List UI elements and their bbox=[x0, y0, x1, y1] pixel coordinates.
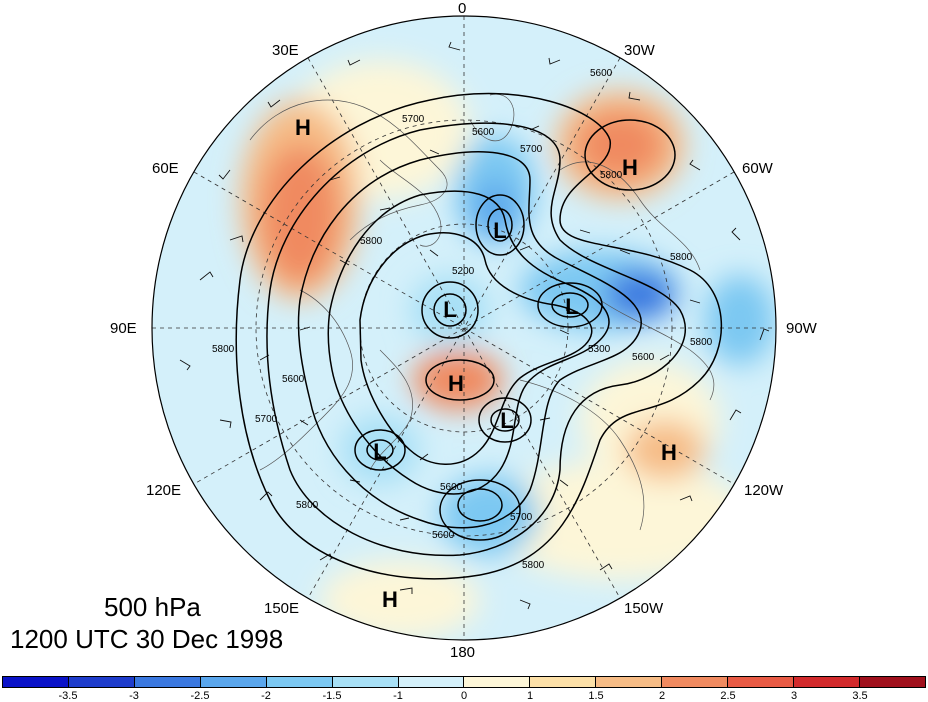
lon-label-180: 180 bbox=[450, 644, 476, 661]
map-boundary bbox=[151, 15, 777, 641]
colorbar-tick-label: 1 bbox=[526, 690, 534, 702]
low-center: L bbox=[493, 218, 507, 243]
high-center: H bbox=[382, 587, 398, 612]
low-center: L bbox=[373, 439, 387, 464]
colorbar-swatch bbox=[3, 677, 69, 687]
colorbar-swatch bbox=[859, 677, 925, 687]
colorbar-swatch bbox=[398, 677, 465, 687]
svg-text:5800: 5800 bbox=[296, 500, 319, 511]
lon-label-120w: 120W bbox=[744, 482, 784, 499]
lon-label-30e: 30E bbox=[272, 42, 299, 59]
lon-label-30w: 30W bbox=[624, 42, 655, 59]
high-center: H bbox=[448, 371, 464, 396]
colorbar-swatch bbox=[794, 677, 860, 687]
lon-label-150w: 150W bbox=[624, 600, 664, 617]
colorbar-swatch bbox=[200, 677, 267, 687]
time-title: 1200 UTC 30 Dec 1998 bbox=[10, 624, 284, 654]
colorbar-swatch bbox=[68, 677, 135, 687]
level-title: 500 hPa bbox=[104, 592, 201, 622]
svg-text:5600: 5600 bbox=[590, 68, 613, 79]
colorbar-swatch bbox=[728, 677, 795, 687]
lon-label-60w: 60W bbox=[742, 160, 773, 177]
lon-label-90e: 90E bbox=[110, 320, 137, 337]
graticule bbox=[152, 16, 776, 640]
svg-text:5600: 5600 bbox=[472, 127, 495, 138]
svg-text:5300: 5300 bbox=[588, 344, 611, 355]
colorbar-tick-label: -2 bbox=[261, 690, 271, 702]
svg-text:5600: 5600 bbox=[440, 482, 463, 493]
svg-text:5800: 5800 bbox=[600, 170, 623, 181]
svg-text:5800: 5800 bbox=[670, 252, 693, 263]
svg-text:5800: 5800 bbox=[360, 236, 383, 247]
svg-text:5700: 5700 bbox=[520, 144, 543, 155]
colorbar-swatch bbox=[266, 677, 333, 687]
svg-text:5800: 5800 bbox=[690, 337, 713, 348]
colorbar-swatch bbox=[464, 677, 531, 687]
colorbar-swatch bbox=[332, 677, 399, 687]
svg-text:5800: 5800 bbox=[522, 560, 545, 571]
svg-text:5200: 5200 bbox=[452, 266, 475, 277]
colorbar-tick-label: 3 bbox=[790, 690, 798, 702]
svg-text:5600: 5600 bbox=[432, 530, 455, 541]
svg-text:5700: 5700 bbox=[402, 114, 425, 125]
lon-label-150e: 150E bbox=[264, 600, 300, 617]
colorbar-tick-label: 0 bbox=[460, 690, 468, 702]
colorbar-tick-label: 3.5 bbox=[852, 690, 868, 702]
colorbar-tick-label: 2.5 bbox=[720, 690, 736, 702]
high-center: H bbox=[622, 155, 638, 180]
high-center: H bbox=[661, 440, 677, 465]
colorbar-swatch bbox=[596, 677, 663, 687]
colorbar-swatch bbox=[530, 677, 597, 687]
low-center: L bbox=[443, 297, 457, 322]
lon-label-120e: 120E bbox=[146, 482, 182, 499]
colorbar bbox=[2, 676, 926, 688]
lon-label-60e: 60E bbox=[152, 160, 179, 177]
lon-label-90w: 90W bbox=[786, 320, 817, 337]
colorbar-swatch bbox=[134, 677, 201, 687]
svg-text:5700: 5700 bbox=[510, 512, 533, 523]
high-center: H bbox=[295, 115, 311, 140]
colorbar-tick-label: -1.5 bbox=[322, 690, 342, 702]
lon-label-0: 0 bbox=[458, 0, 467, 17]
colorbar-tick-label: 1.5 bbox=[588, 690, 604, 702]
colorbar-swatch bbox=[662, 677, 729, 687]
colorbar-tick-label: -3 bbox=[129, 690, 139, 702]
colorbar-tick-label: -1 bbox=[393, 690, 403, 702]
low-center: L bbox=[500, 408, 514, 433]
colorbar-tick-label: -2.5 bbox=[190, 690, 210, 702]
low-center: L bbox=[565, 294, 579, 319]
svg-text:5600: 5600 bbox=[632, 352, 655, 363]
height-contours bbox=[235, 92, 723, 580]
svg-text:5800: 5800 bbox=[212, 344, 235, 355]
colorbar-tick-label: -3.5 bbox=[58, 690, 78, 702]
contour-labels: 5600 5700 5800 5200 5600 5800 5700 5800 … bbox=[212, 68, 713, 571]
colorbar-tick-label: 2 bbox=[658, 690, 666, 702]
svg-text:5700: 5700 bbox=[255, 414, 278, 425]
svg-text:5600: 5600 bbox=[282, 374, 305, 385]
